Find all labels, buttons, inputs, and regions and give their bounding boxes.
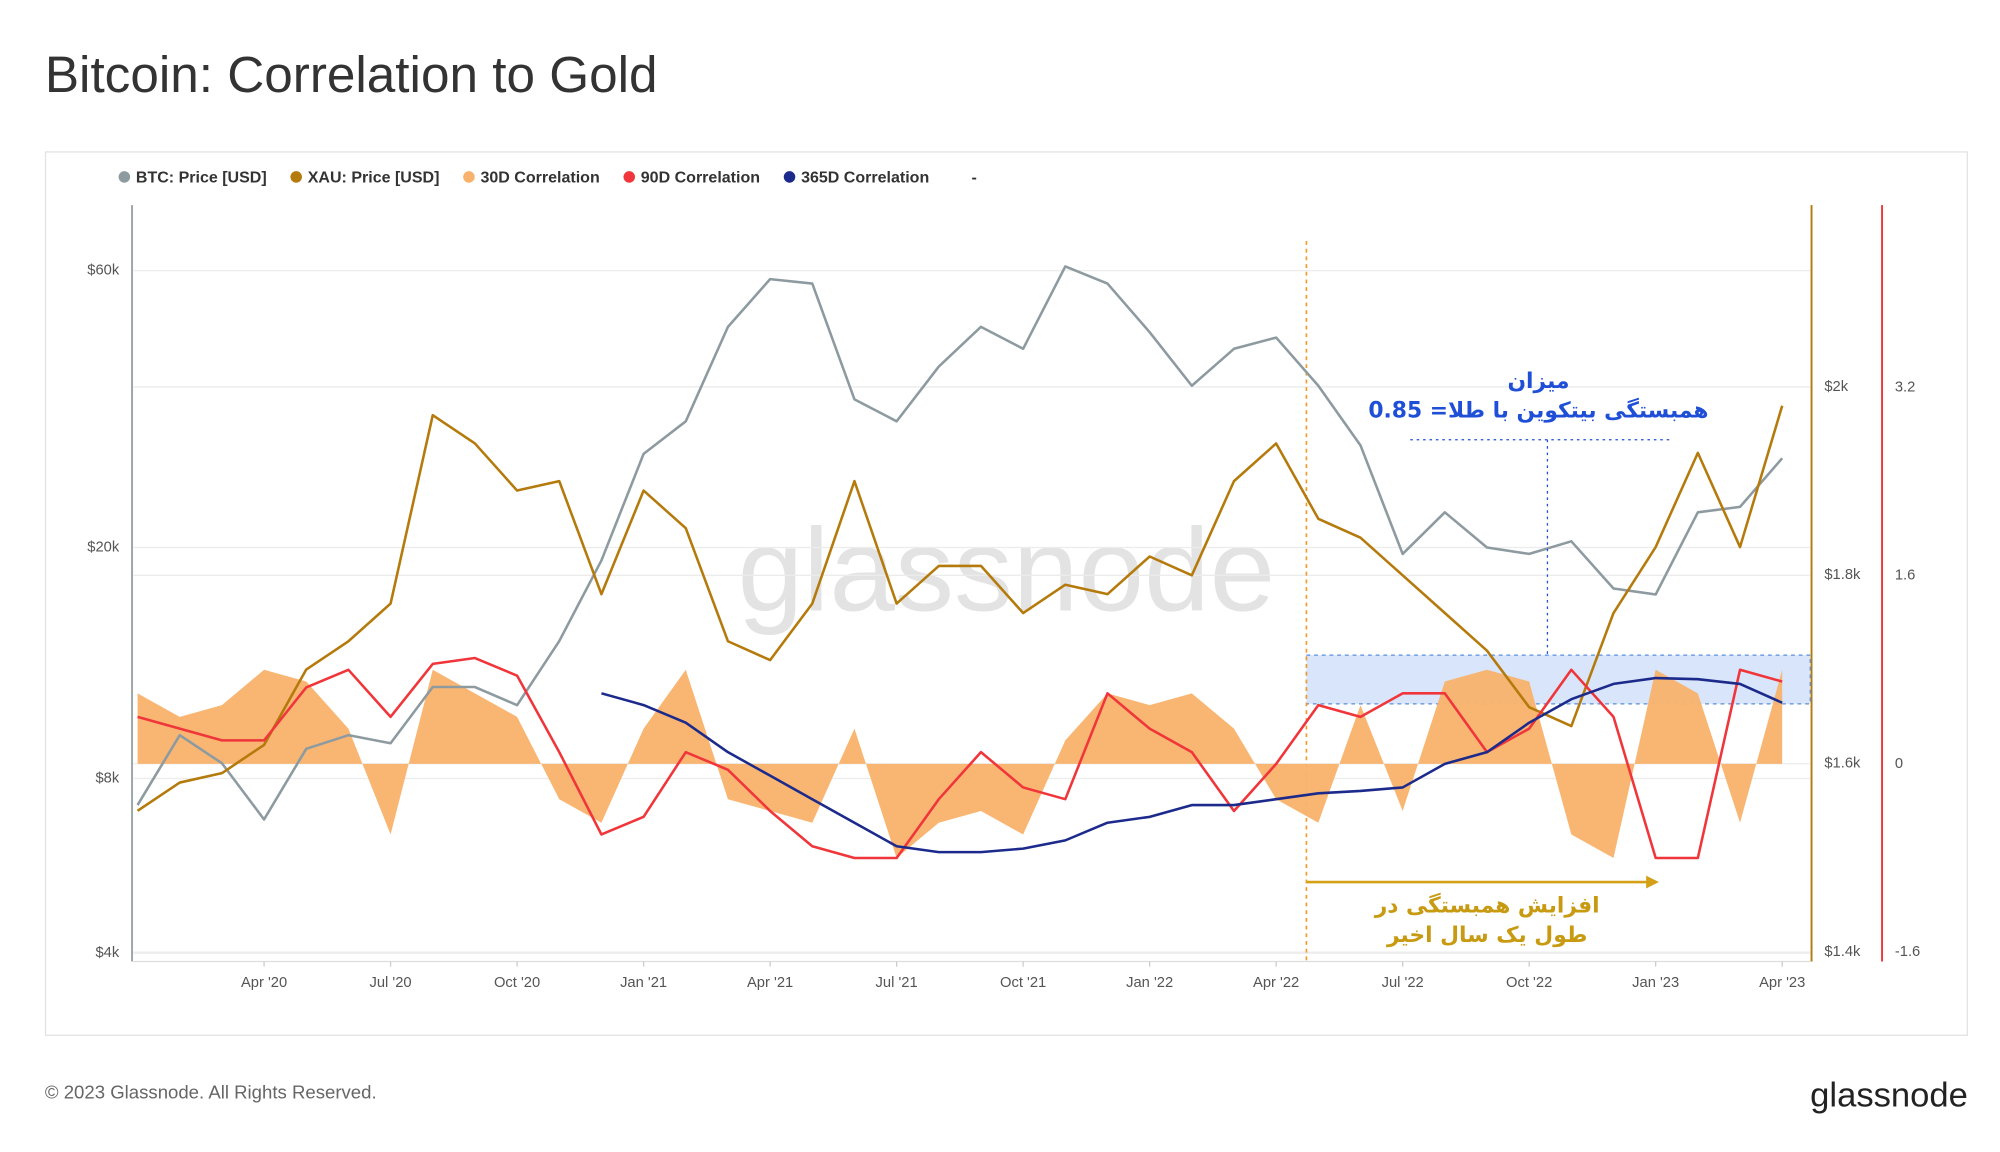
x-tick-label: Apr '22 [1253, 975, 1299, 991]
legend-label: BTC: Price [USD] [136, 168, 267, 186]
legend-label: 30D Correlation [480, 168, 599, 186]
y2-tick-label: $1.6k [1824, 756, 1861, 772]
x-tick-label: Oct '20 [494, 975, 540, 991]
legend-marker [463, 171, 475, 183]
x-tick-label: Oct '22 [1506, 975, 1552, 991]
line-series [601, 676, 1783, 854]
x-tick-label: Apr '20 [241, 975, 287, 991]
annotation: همبستگی بیتکوین با طلا= 0.85 [1368, 398, 1708, 424]
y-tick-label: $4k [95, 945, 119, 961]
legend-label: 365D Correlation [801, 168, 929, 186]
x-tick-label: Jul '21 [876, 975, 918, 991]
logo: glassnode [1810, 1077, 1968, 1115]
area-series [137, 669, 1783, 859]
chart-title: Bitcoin: Correlation to Gold [45, 46, 658, 103]
y-tick-label: $60k [87, 263, 120, 279]
legend-note: - [972, 168, 977, 186]
y3-tick-label: 1.6 [1895, 568, 1915, 584]
y3-tick-label: 0 [1895, 756, 1903, 772]
line-series [136, 405, 1784, 812]
annotation-arrowhead [1646, 875, 1659, 889]
x-tick-label: Jan '21 [620, 975, 667, 991]
x-tick-label: Apr '21 [747, 975, 793, 991]
y3-tick-label: 3.2 [1895, 379, 1915, 395]
y2-tick-label: $1.8k [1824, 567, 1861, 583]
annotation: طول یک سال اخیر [1386, 923, 1587, 948]
legend-marker [623, 171, 636, 183]
legend-marker [290, 171, 302, 183]
x-tick-label: Jul '20 [370, 975, 412, 991]
annotation: میزان [1507, 369, 1569, 394]
x-tick-label: Jul '22 [1382, 975, 1424, 991]
legend-marker [783, 171, 796, 183]
footer: © 2023 Glassnode. All Rights Reserved. [45, 1081, 377, 1102]
legend-label: XAU: Price [USD] [308, 168, 440, 186]
x-tick-label: Oct '21 [1000, 975, 1046, 991]
y-tick-label: $20k [87, 539, 120, 555]
y2-tick-label: $2k [1824, 379, 1848, 395]
line-series [136, 265, 1784, 821]
legend-label: 90D Correlation [641, 168, 760, 186]
x-tick-label: Apr '23 [1759, 975, 1805, 991]
y-tick-label: $8k [95, 770, 119, 786]
x-tick-label: Jan '22 [1126, 975, 1173, 991]
x-tick-label: Jan '23 [1632, 975, 1679, 991]
y3-tick-label: -1.6 [1895, 944, 1920, 960]
legend-marker [118, 171, 131, 183]
watermark: glassnode [738, 504, 1276, 636]
chart-frame [44, 151, 1968, 1036]
y2-tick-label: $1.4k [1824, 944, 1861, 960]
line-series [137, 656, 1783, 860]
annotation: افزایش همبستگی در [1374, 892, 1600, 918]
